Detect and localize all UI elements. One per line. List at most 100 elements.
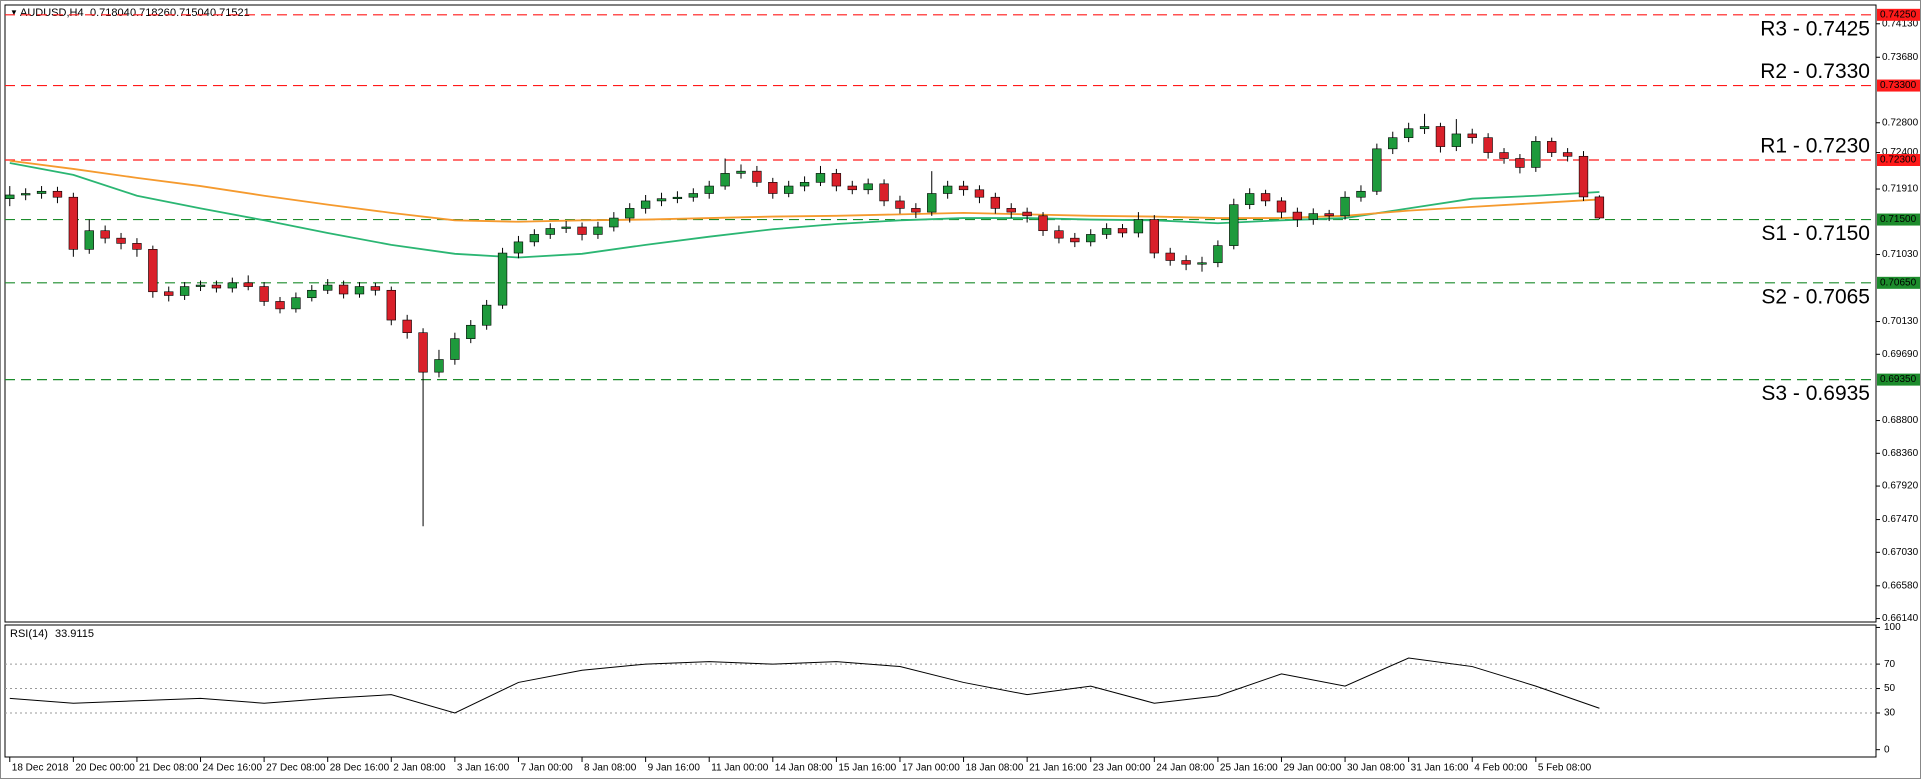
x-tick-label: 27 Dec 08:00 xyxy=(266,763,326,774)
candle-body xyxy=(799,182,810,187)
candle-body xyxy=(895,200,905,209)
x-tick-label: 3 Jan 16:00 xyxy=(457,763,510,774)
candle-body xyxy=(481,304,492,326)
candle-body xyxy=(879,183,889,202)
candle-body xyxy=(243,282,253,287)
x-tick-label: 23 Jan 00:00 xyxy=(1093,763,1151,774)
level-label: R3 - 0.7425 xyxy=(1760,17,1870,40)
candle-body xyxy=(1356,190,1366,198)
x-tick-label: 20 Dec 00:00 xyxy=(75,763,135,774)
x-tick-label: 9 Jan 16:00 xyxy=(648,763,701,774)
level-tag-box xyxy=(1877,79,1920,92)
candle-body xyxy=(656,198,667,202)
level-tag: 0.70650 xyxy=(1880,277,1917,288)
candle-body xyxy=(164,291,174,296)
candle-body xyxy=(497,252,508,306)
y-tick-label: 0.73680 xyxy=(1882,52,1919,63)
y-tick-label: 0.70130 xyxy=(1882,316,1919,327)
candle-body xyxy=(84,230,94,250)
y-tick-label: 0.67920 xyxy=(1882,481,1919,492)
x-tick-label: 29 Jan 00:00 xyxy=(1283,763,1341,774)
candle-body xyxy=(227,282,237,289)
rsi-line xyxy=(9,657,1600,714)
candle-body xyxy=(466,324,476,339)
candle-body xyxy=(1292,211,1303,220)
candle-body xyxy=(958,185,969,191)
y-tick-label: 0.74130 xyxy=(1882,18,1919,29)
level-tag: 0.69350 xyxy=(1880,374,1917,385)
candle-body xyxy=(1149,219,1159,254)
candle-body xyxy=(609,217,619,228)
x-tick-label: 28 Dec 16:00 xyxy=(330,763,390,774)
candle-body xyxy=(768,182,778,194)
rsi-tick-label: 70 xyxy=(1884,659,1896,670)
level-tag-box xyxy=(1877,213,1920,226)
y-tick-label: 0.68360 xyxy=(1882,448,1919,459)
candle-body xyxy=(116,237,126,244)
candle-body xyxy=(942,185,953,194)
candle-body xyxy=(402,319,412,334)
candle-body xyxy=(1372,148,1382,192)
level-tag: 0.74250 xyxy=(1880,9,1917,20)
symbol-title: AUDUSD,H4 xyxy=(20,7,84,19)
x-tick-label: 18 Jan 08:00 xyxy=(966,763,1024,774)
candle-body xyxy=(1531,141,1541,168)
rsi-tick-label: 30 xyxy=(1884,708,1896,719)
candle-body xyxy=(307,289,317,299)
candle-body xyxy=(1499,152,1509,159)
candle-body xyxy=(132,243,142,250)
candle-body xyxy=(195,284,206,287)
candle-body xyxy=(1245,193,1255,205)
level-tag: 0.73300 xyxy=(1880,80,1917,91)
rsi-tick-label: 100 xyxy=(1884,622,1901,633)
candle-body xyxy=(1419,126,1430,130)
level-tag: 0.72300 xyxy=(1880,155,1917,166)
rsi-plot-frame xyxy=(4,624,1877,758)
candle-body xyxy=(1181,260,1191,265)
x-tick-label: 7 Jan 00:00 xyxy=(520,763,573,774)
candle-body xyxy=(1165,252,1175,261)
level-label: R2 - 0.7330 xyxy=(1760,60,1870,83)
moving-average xyxy=(9,162,1600,259)
candle-body xyxy=(577,226,587,235)
y-tick-label: 0.67030 xyxy=(1882,547,1919,558)
y-tick-label: 0.66580 xyxy=(1882,580,1919,591)
candle-body xyxy=(100,230,110,239)
candle-body xyxy=(259,286,269,302)
x-tick-label: 14 Jan 08:00 xyxy=(775,763,833,774)
candle-body xyxy=(5,194,15,200)
candle-body xyxy=(1213,245,1223,264)
candle-body xyxy=(323,284,333,291)
candle-body xyxy=(354,286,365,295)
x-tick-label: 31 Jan 16:00 xyxy=(1411,763,1469,774)
y-tick-label: 0.71030 xyxy=(1882,249,1919,260)
candle-body xyxy=(1388,137,1398,150)
level-tag-box xyxy=(1877,153,1920,166)
rsi-title: RSI(14) xyxy=(10,628,48,640)
level-label: S3 - 0.6935 xyxy=(1761,382,1870,405)
candle-body xyxy=(52,190,63,198)
y-tick-label: 0.72800 xyxy=(1882,117,1919,128)
x-tick-label: 5 Feb 08:00 xyxy=(1538,763,1592,774)
candle-body xyxy=(434,359,444,373)
candle-body xyxy=(736,170,746,174)
candle-body xyxy=(1515,158,1525,168)
candle-body xyxy=(1467,133,1477,138)
candle-body xyxy=(990,196,1001,209)
x-tick-label: 30 Jan 08:00 xyxy=(1347,763,1405,774)
candle-body xyxy=(847,185,857,191)
candle-body xyxy=(1054,230,1064,239)
candle-body xyxy=(370,286,381,291)
candle-body xyxy=(1324,213,1334,217)
candle-body xyxy=(179,286,190,296)
x-tick-label: 15 Jan 16:00 xyxy=(838,763,896,774)
candle-body xyxy=(1038,215,1048,232)
main-plot-frame xyxy=(4,4,1877,623)
y-tick-label: 0.66140 xyxy=(1882,613,1919,624)
candle-body xyxy=(68,196,79,250)
header-high: 0.71826 xyxy=(130,7,170,19)
level-tag-box xyxy=(1877,373,1920,386)
y-tick-label: 0.72400 xyxy=(1882,147,1919,158)
candle-body xyxy=(974,189,985,198)
